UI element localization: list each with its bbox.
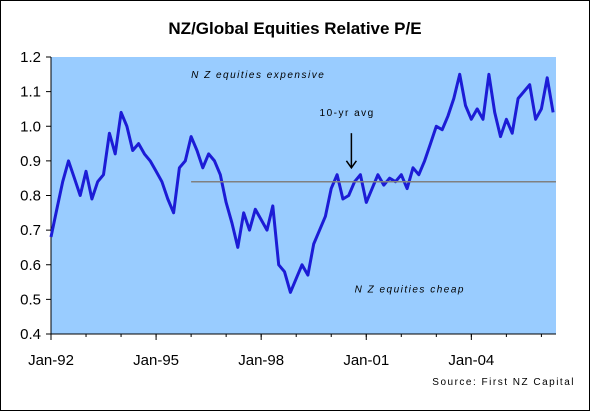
chart-title: NZ/Global Equities Relative P/E [168,19,422,38]
x-tick-label: Jan-04 [448,352,494,369]
annotation-label: N Z equities cheap [355,284,465,295]
source-note: Source: First NZ Capital [432,377,575,388]
annotation-arrow-head [345,160,358,170]
series-layer [49,72,556,294]
relative-pe-line [49,72,555,294]
x-tick-label: Jan-92 [28,352,74,369]
x-tick-label: Jan-01 [343,352,389,369]
y-tick-label: 1.2 [20,49,41,66]
x-tick-label: Jan-98 [238,352,284,369]
y-tick-label: 0.9 [20,153,41,170]
y-tick-label: 0.4 [20,326,41,343]
annotations: N Z equities expensive 10-yr avg N Z equit… [191,70,465,296]
x-axis: Jan-92 Jan-95 Jan-98 Jan-01 Jan-04 [28,333,556,369]
x-tick-label: Jan-95 [133,352,179,369]
y-tick-label: 1.1 [20,84,41,101]
annotation-label: N Z equities expensive [191,70,325,81]
y-axis: 0.4 0.5 0.6 0.7 0.8 0.9 1.0 1.1 1.2 [20,49,52,343]
plot-area [51,57,556,334]
y-tick-label: 0.6 [20,257,41,274]
annotation-label: 10-yr avg [320,108,375,119]
y-tick-label: 0.5 [20,291,41,308]
y-tick-label: 0.8 [20,188,41,205]
y-tick-label: 0.7 [20,222,41,239]
y-tick-label: 1.0 [20,118,41,135]
